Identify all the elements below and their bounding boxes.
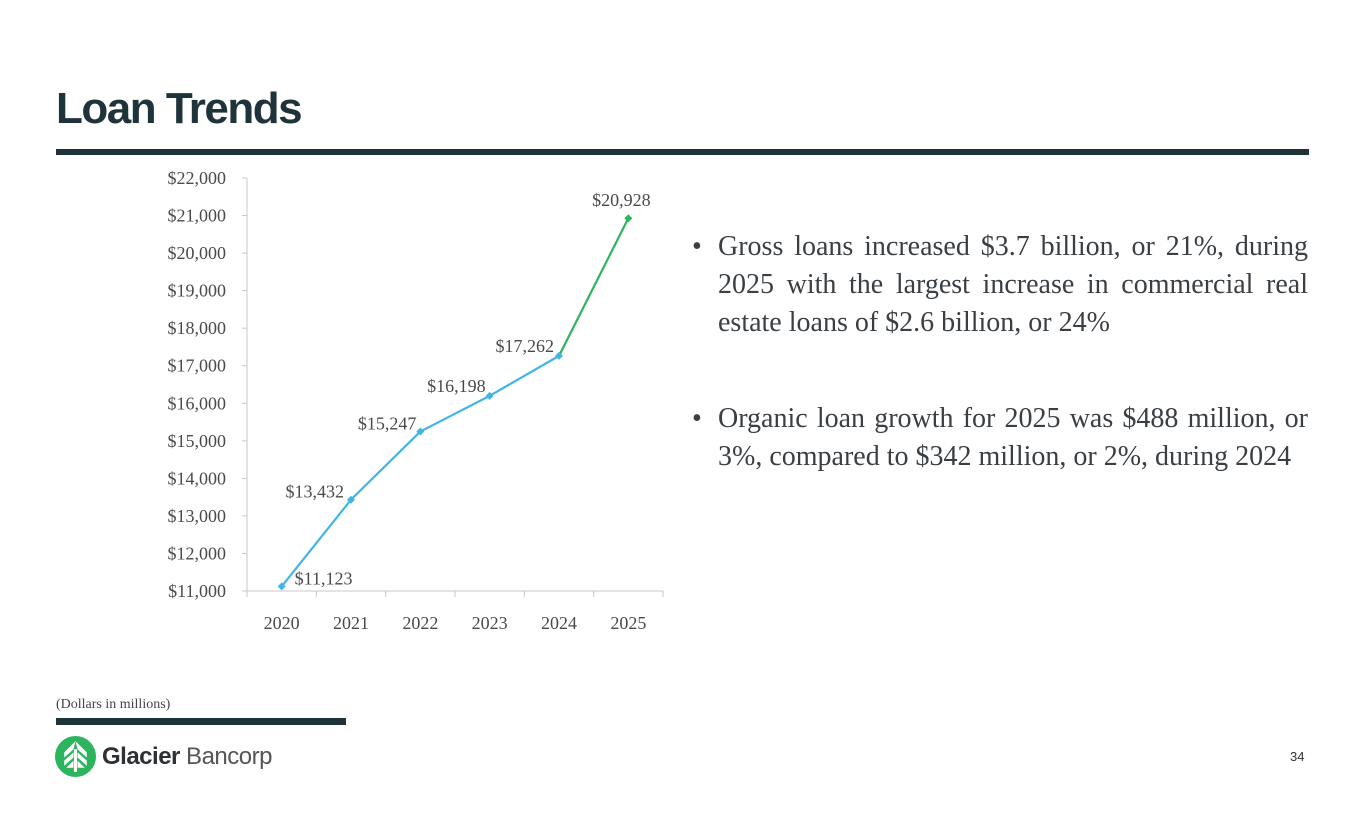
bullet-item: • Organic loan growth for 2025 was $488 m… [690,400,1308,476]
x-tick-label: 2022 [402,613,438,633]
bullet-icon: • [692,403,702,434]
x-tick-label: 2025 [610,613,646,633]
data-label: $15,247 [358,414,417,434]
y-tick-label: $13,000 [168,506,227,526]
data-label: $11,123 [295,568,353,588]
bullet-text: Organic loan growth for 2025 was $488 mi… [718,403,1308,472]
x-tick-label: 2020 [264,613,300,633]
units-note: (Dollars in millions) [56,697,171,712]
x-tick-label: 2024 [541,613,577,633]
y-tick-label: $20,000 [168,243,227,263]
y-tick-label: $14,000 [168,468,227,488]
series-line-segment [280,499,352,588]
data-label: $16,198 [427,376,486,396]
y-tick-label: $19,000 [168,281,227,301]
bullet-item: • Gross loans increased $3.7 billion, or … [690,228,1308,342]
bullet-icon: • [692,231,702,262]
y-tick-label: $21,000 [168,206,227,226]
logo-wordmark: Glacier Bancorp [102,742,272,770]
bullet-text: Gross loans increased $3.7 billion, or 2… [718,231,1308,338]
data-label: $20,928 [592,190,651,210]
x-tick-label: 2023 [472,613,508,633]
y-tick-label: $12,000 [168,543,227,563]
data-point-marker [277,582,286,591]
data-point-marker [624,214,633,223]
series-line-segment [558,217,630,357]
page-number: 34 [1290,749,1305,764]
series-line-segment [350,430,422,501]
y-tick-label: $17,000 [168,356,227,376]
bullet-list: • Gross loans increased $3.7 billion, or … [690,228,1308,534]
y-tick-label: $22,000 [168,168,227,188]
series-line-segment [489,354,560,397]
y-tick-label: $18,000 [168,318,227,338]
data-label: $17,262 [496,336,555,356]
glacier-tree-logo-icon [55,736,96,777]
footer-divider [56,718,346,725]
page-title: Loan Trends [56,84,303,133]
y-tick-label: $15,000 [168,431,227,451]
x-tick-label: 2021 [333,613,369,633]
data-label: $13,432 [286,482,345,502]
company-logo: Glacier Bancorp [55,736,272,777]
title-divider [56,149,1309,155]
y-tick-label: $16,000 [168,393,227,413]
data-point-marker [347,495,355,504]
data-point-marker [555,351,563,360]
series-line-segment [419,394,491,433]
data-point-marker [485,391,494,400]
y-tick-label: $11,000 [168,581,226,601]
data-point-marker [416,427,425,436]
